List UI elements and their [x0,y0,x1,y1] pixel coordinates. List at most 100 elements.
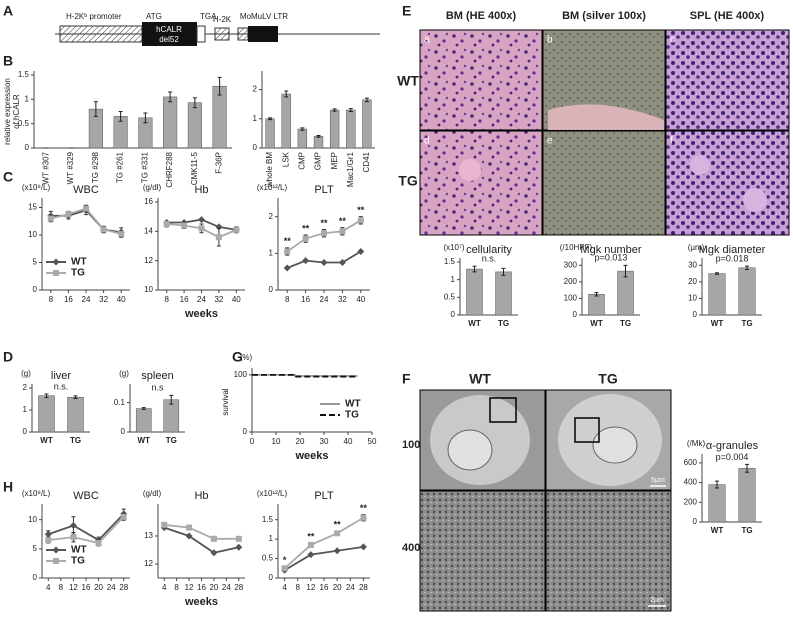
marker [210,549,218,557]
x-tick-label: 40 [232,295,241,304]
marker [233,226,240,233]
x-tick-label: 32 [214,295,223,304]
error-bar [44,393,49,398]
tissue-detail [743,188,767,212]
bar [362,99,372,149]
bar [163,96,178,149]
chart-title: liver [51,370,72,382]
micrograph [665,29,790,131]
x-axis-label: weeks [184,308,218,320]
bar [495,271,512,316]
bar [297,128,308,149]
micrograph [542,130,666,236]
unit-label: (%) [240,353,253,362]
x-tick-label: 16 [82,583,91,592]
x-tick-label: TG #298 [91,151,100,183]
bar [466,268,483,316]
marker [120,513,127,520]
x-tick-label: TG [498,319,509,328]
y-tick-label: 200 [564,277,578,286]
y-tick-label: 0 [23,427,28,436]
error-bar [715,272,719,275]
error-bar [118,111,123,122]
annotation: ** [360,503,368,513]
marker [334,530,341,537]
error-bar [594,292,599,297]
tissue-detail [459,159,481,181]
annotation: ** [357,205,365,215]
column-header: SPL (HE 400x) [690,10,765,22]
x-tick-label: TG [741,319,752,328]
x-tick-label: 24 [107,583,116,592]
x-tick-label: 24 [346,583,355,592]
marker [338,259,346,266]
x-tick-label: 8 [174,583,179,592]
error-bar [745,463,749,473]
y-tick-label: 0 [573,310,578,319]
y-tick-label: 400 [684,478,698,487]
x-tick-label: 40 [117,295,126,304]
tissue-detail [548,104,664,130]
y-tick-label: 10 [28,515,37,524]
column-header: TG [598,371,618,387]
bar [588,294,605,316]
y-tick-label: 1 [451,275,456,284]
marker [302,235,309,242]
error-bar [73,395,78,400]
x-tick-label: 20 [333,583,342,592]
legend-label: TG [71,268,85,279]
micrograph [419,130,543,236]
y-tick-label: 0 [243,427,248,436]
construct-label: H-2Kᵇ promoter [66,12,122,21]
x-tick-label: TG [70,436,81,445]
annotation: ** [302,223,310,233]
panel-label: B [3,53,13,69]
error-bar [623,264,628,278]
y-tick-label: 16 [144,197,153,206]
insert-box [142,22,197,46]
panel-label: F [402,371,411,387]
y-tick-label: 10 [688,294,697,303]
x-tick-label: 0 [250,437,255,446]
marker [359,543,367,551]
marker [210,535,217,542]
error-bar [472,265,477,273]
subpanel-label: d [424,136,430,147]
subpanel-label: f [670,136,673,147]
legend-label: TG [71,556,85,567]
error-bar [348,108,353,112]
scale-label: 2μm [650,597,664,604]
y-tick-label: 1 [269,534,274,543]
marker [307,551,315,559]
y-tick-label: 0 [451,310,456,319]
micrograph [545,490,672,612]
bar [265,118,275,149]
construct-label: hCALR [156,25,182,34]
annotation: * [283,555,287,565]
series-line [48,516,125,544]
ltr-box [248,26,278,42]
bar [346,109,356,149]
x-axis-label: weeks [294,450,328,462]
marker [281,565,288,572]
tissue-detail [690,155,710,175]
x-tick-label: Mac1/Gr1 [346,151,355,187]
y-tick-label: 0.1 [114,398,126,407]
marker [284,248,291,255]
x-tick-label: 24 [82,295,91,304]
legend-label: TG [345,410,359,421]
x-tick-label: 30 [320,437,329,446]
x-tick-label: 24 [320,295,329,304]
bar [187,102,202,149]
x-tick-label: 20 [94,583,103,592]
y-tick-label: 10 [28,230,37,239]
legend-label: WT [71,257,87,268]
error-bar [217,76,222,96]
series-line [283,516,364,569]
subpanel-label: c [670,35,675,46]
marker [83,205,89,212]
x-tick-label: WT [40,436,53,445]
y-tick-label: 0 [33,285,38,294]
y-tick-label: 0 [121,427,126,436]
row-label: TG [398,173,418,189]
